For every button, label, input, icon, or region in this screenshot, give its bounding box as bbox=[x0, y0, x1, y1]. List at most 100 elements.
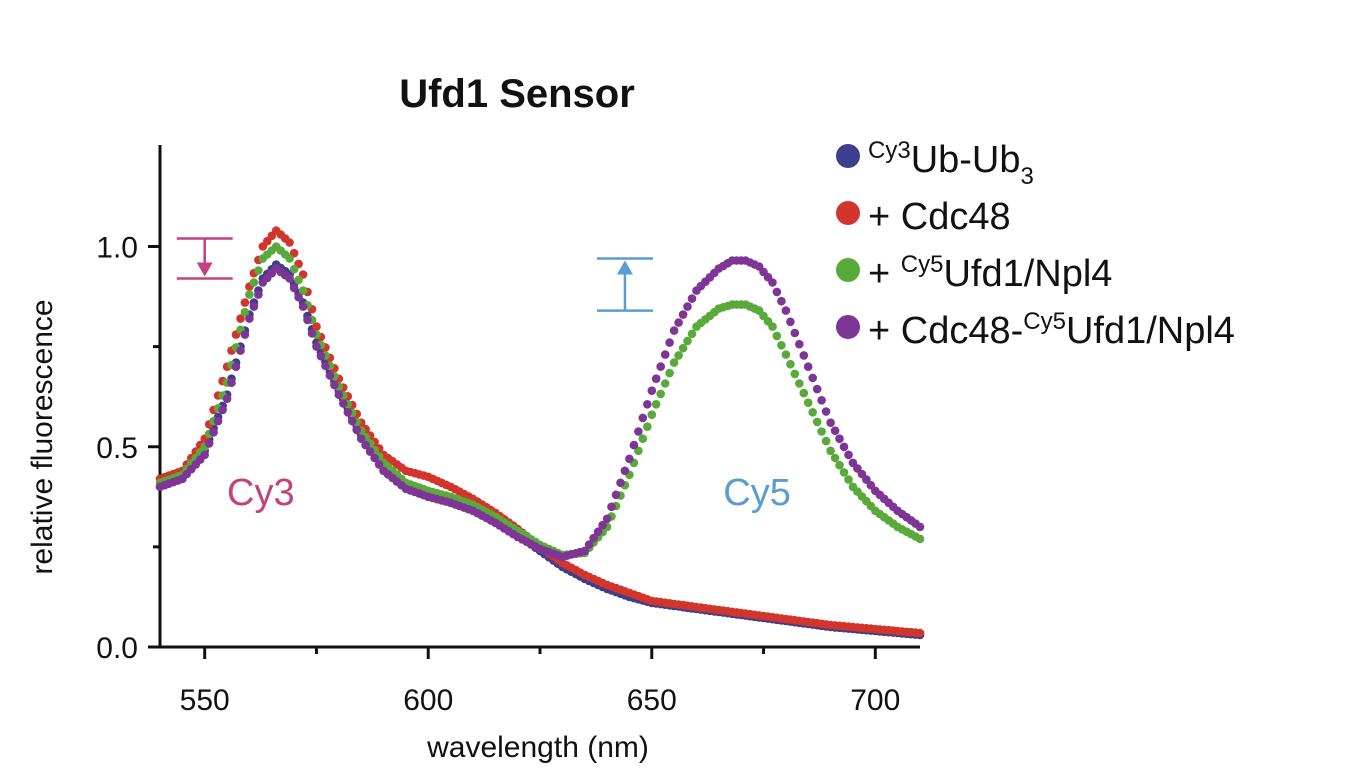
series-3 bbox=[155, 256, 925, 562]
data-point bbox=[611, 490, 621, 500]
data-point bbox=[240, 298, 250, 307]
data-point bbox=[772, 287, 782, 297]
data-point bbox=[799, 388, 809, 398]
data-point bbox=[830, 426, 840, 436]
data-point bbox=[781, 350, 791, 359]
axis-ticks: 550 600 650 700 0.0 0.5 1.0 bbox=[96, 232, 900, 718]
data-point bbox=[826, 418, 835, 428]
legend-entry-0: Cy3Ub-Ub3 bbox=[836, 137, 1034, 190]
data-point bbox=[200, 450, 209, 460]
data-point bbox=[826, 446, 835, 456]
chart-title: Ufd1 Sensor bbox=[399, 72, 635, 116]
data-point bbox=[683, 302, 692, 311]
legend-entry-2: + Cy5Ufd1/Npl4 bbox=[836, 251, 1112, 295]
legend-marker bbox=[836, 315, 860, 339]
data-point bbox=[665, 338, 674, 347]
data-point bbox=[651, 400, 661, 409]
data-point bbox=[821, 436, 831, 446]
data-point bbox=[678, 310, 688, 319]
data-point bbox=[370, 453, 379, 463]
data-point bbox=[236, 314, 245, 323]
data-point bbox=[325, 371, 335, 380]
data-point bbox=[821, 407, 831, 416]
change-indicators bbox=[176, 237, 653, 312]
data-point bbox=[231, 362, 241, 372]
data-point bbox=[777, 296, 786, 306]
legend-marker bbox=[836, 201, 860, 225]
data-point bbox=[634, 427, 643, 436]
data-point bbox=[607, 502, 616, 512]
data-point bbox=[643, 400, 652, 409]
data-point bbox=[835, 434, 844, 444]
data-point bbox=[289, 264, 299, 274]
data-point bbox=[598, 520, 607, 530]
data-point bbox=[307, 329, 317, 338]
data-point bbox=[656, 362, 665, 371]
data-point bbox=[294, 275, 303, 285]
series-0 bbox=[155, 260, 925, 640]
data-point bbox=[285, 238, 294, 247]
data-point bbox=[638, 434, 648, 444]
x-tick-label: 700 bbox=[850, 684, 900, 717]
data-point bbox=[808, 373, 817, 383]
data-point bbox=[303, 315, 312, 325]
data-point bbox=[817, 427, 826, 436]
data-point bbox=[656, 389, 665, 399]
data-point bbox=[915, 628, 925, 638]
legend-label: + Cy5Ufd1/Npl4 bbox=[868, 251, 1112, 295]
data-point bbox=[808, 408, 817, 417]
data-point bbox=[817, 396, 826, 405]
data-point bbox=[786, 317, 795, 327]
data-point bbox=[285, 274, 294, 283]
data-point bbox=[589, 533, 598, 543]
cy5-increase-arrow bbox=[596, 257, 653, 312]
data-point bbox=[803, 398, 813, 408]
data-point bbox=[222, 394, 232, 404]
data-point bbox=[330, 380, 339, 390]
x-tick-label: 650 bbox=[627, 684, 677, 717]
data-point bbox=[768, 322, 777, 331]
data-point bbox=[254, 266, 263, 275]
data-point bbox=[772, 331, 782, 341]
data-point bbox=[204, 439, 214, 448]
y-tick-label: 0.0 bbox=[96, 632, 138, 665]
data-point bbox=[374, 460, 384, 469]
data-point bbox=[915, 534, 925, 544]
data-point bbox=[799, 351, 809, 360]
data-point bbox=[786, 359, 795, 369]
data-point bbox=[298, 286, 308, 295]
x-tick-label: 550 bbox=[180, 684, 230, 717]
data-point bbox=[321, 361, 330, 371]
data-point bbox=[643, 422, 652, 432]
data-point bbox=[365, 447, 375, 456]
data-point bbox=[343, 408, 353, 417]
annotation-cy5: Cy5 bbox=[723, 472, 791, 514]
data-point bbox=[289, 283, 299, 293]
data-point bbox=[254, 290, 263, 299]
data-point bbox=[347, 416, 357, 426]
data-point bbox=[915, 522, 925, 532]
data-point bbox=[240, 330, 250, 339]
legend-marker bbox=[836, 144, 860, 168]
annotations: Cy3 Cy5 bbox=[227, 472, 791, 514]
data-point bbox=[316, 351, 326, 361]
data-point bbox=[625, 454, 634, 464]
data-point bbox=[669, 358, 679, 367]
data-point bbox=[245, 290, 254, 299]
data-point bbox=[839, 442, 849, 452]
data-point bbox=[777, 341, 786, 350]
data-point bbox=[227, 378, 236, 388]
data-point bbox=[660, 350, 670, 359]
data-point bbox=[812, 417, 822, 427]
data-point bbox=[638, 413, 648, 423]
data-point bbox=[298, 302, 308, 311]
data-point bbox=[249, 302, 259, 311]
data-point bbox=[683, 336, 692, 346]
data-point bbox=[245, 314, 254, 323]
data-point bbox=[352, 425, 362, 435]
series-1 bbox=[155, 226, 925, 638]
data-point bbox=[781, 306, 791, 315]
data-point bbox=[844, 475, 853, 484]
legend-entry-3: + Cdc48-Cy5Ufd1/Npl4 bbox=[836, 308, 1235, 352]
data-point bbox=[790, 369, 800, 379]
